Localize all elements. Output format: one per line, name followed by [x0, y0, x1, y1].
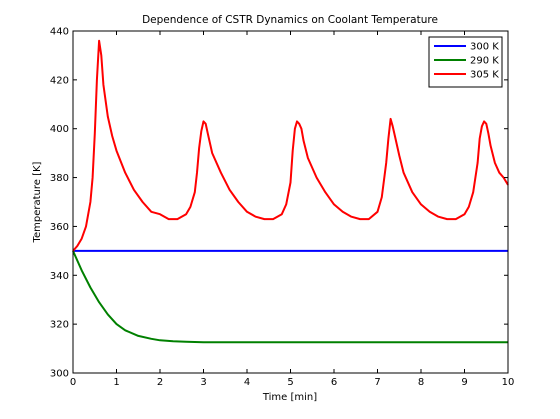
- x-tick-label: 0: [70, 377, 76, 388]
- y-axis-label: Temperature [K]: [32, 161, 43, 243]
- legend: 300 K 290 K 305 K: [429, 37, 502, 87]
- legend-label: 305 K: [470, 70, 499, 81]
- x-tick-label: 9: [461, 377, 467, 388]
- x-tick-label: 2: [157, 377, 163, 388]
- y-tick-label: 360: [50, 222, 69, 233]
- x-tick-label: 6: [331, 377, 337, 388]
- legend-label: 290 K: [470, 56, 499, 67]
- legend-label: 300 K: [470, 42, 499, 53]
- y-tick-label: 400: [50, 124, 69, 135]
- y-tick-label: 340: [50, 271, 69, 282]
- x-tick-label: 7: [374, 377, 380, 388]
- x-tick-label: 1: [113, 377, 119, 388]
- x-axis-label: Time [min]: [262, 392, 317, 403]
- y-tick-label: 420: [50, 75, 69, 86]
- x-tick-label: 10: [502, 377, 515, 388]
- x-tick-label: 4: [244, 377, 250, 388]
- x-tick-label: 5: [287, 377, 293, 388]
- x-tick-label: 8: [418, 377, 424, 388]
- y-tick-label: 440: [50, 27, 69, 38]
- x-tick-label: 3: [200, 377, 206, 388]
- y-tick-label: 300: [50, 369, 69, 380]
- y-tick-label: 320: [50, 320, 69, 331]
- y-tick-label: 380: [50, 173, 69, 184]
- chart-title: Dependence of CSTR Dynamics on Coolant T…: [142, 14, 438, 26]
